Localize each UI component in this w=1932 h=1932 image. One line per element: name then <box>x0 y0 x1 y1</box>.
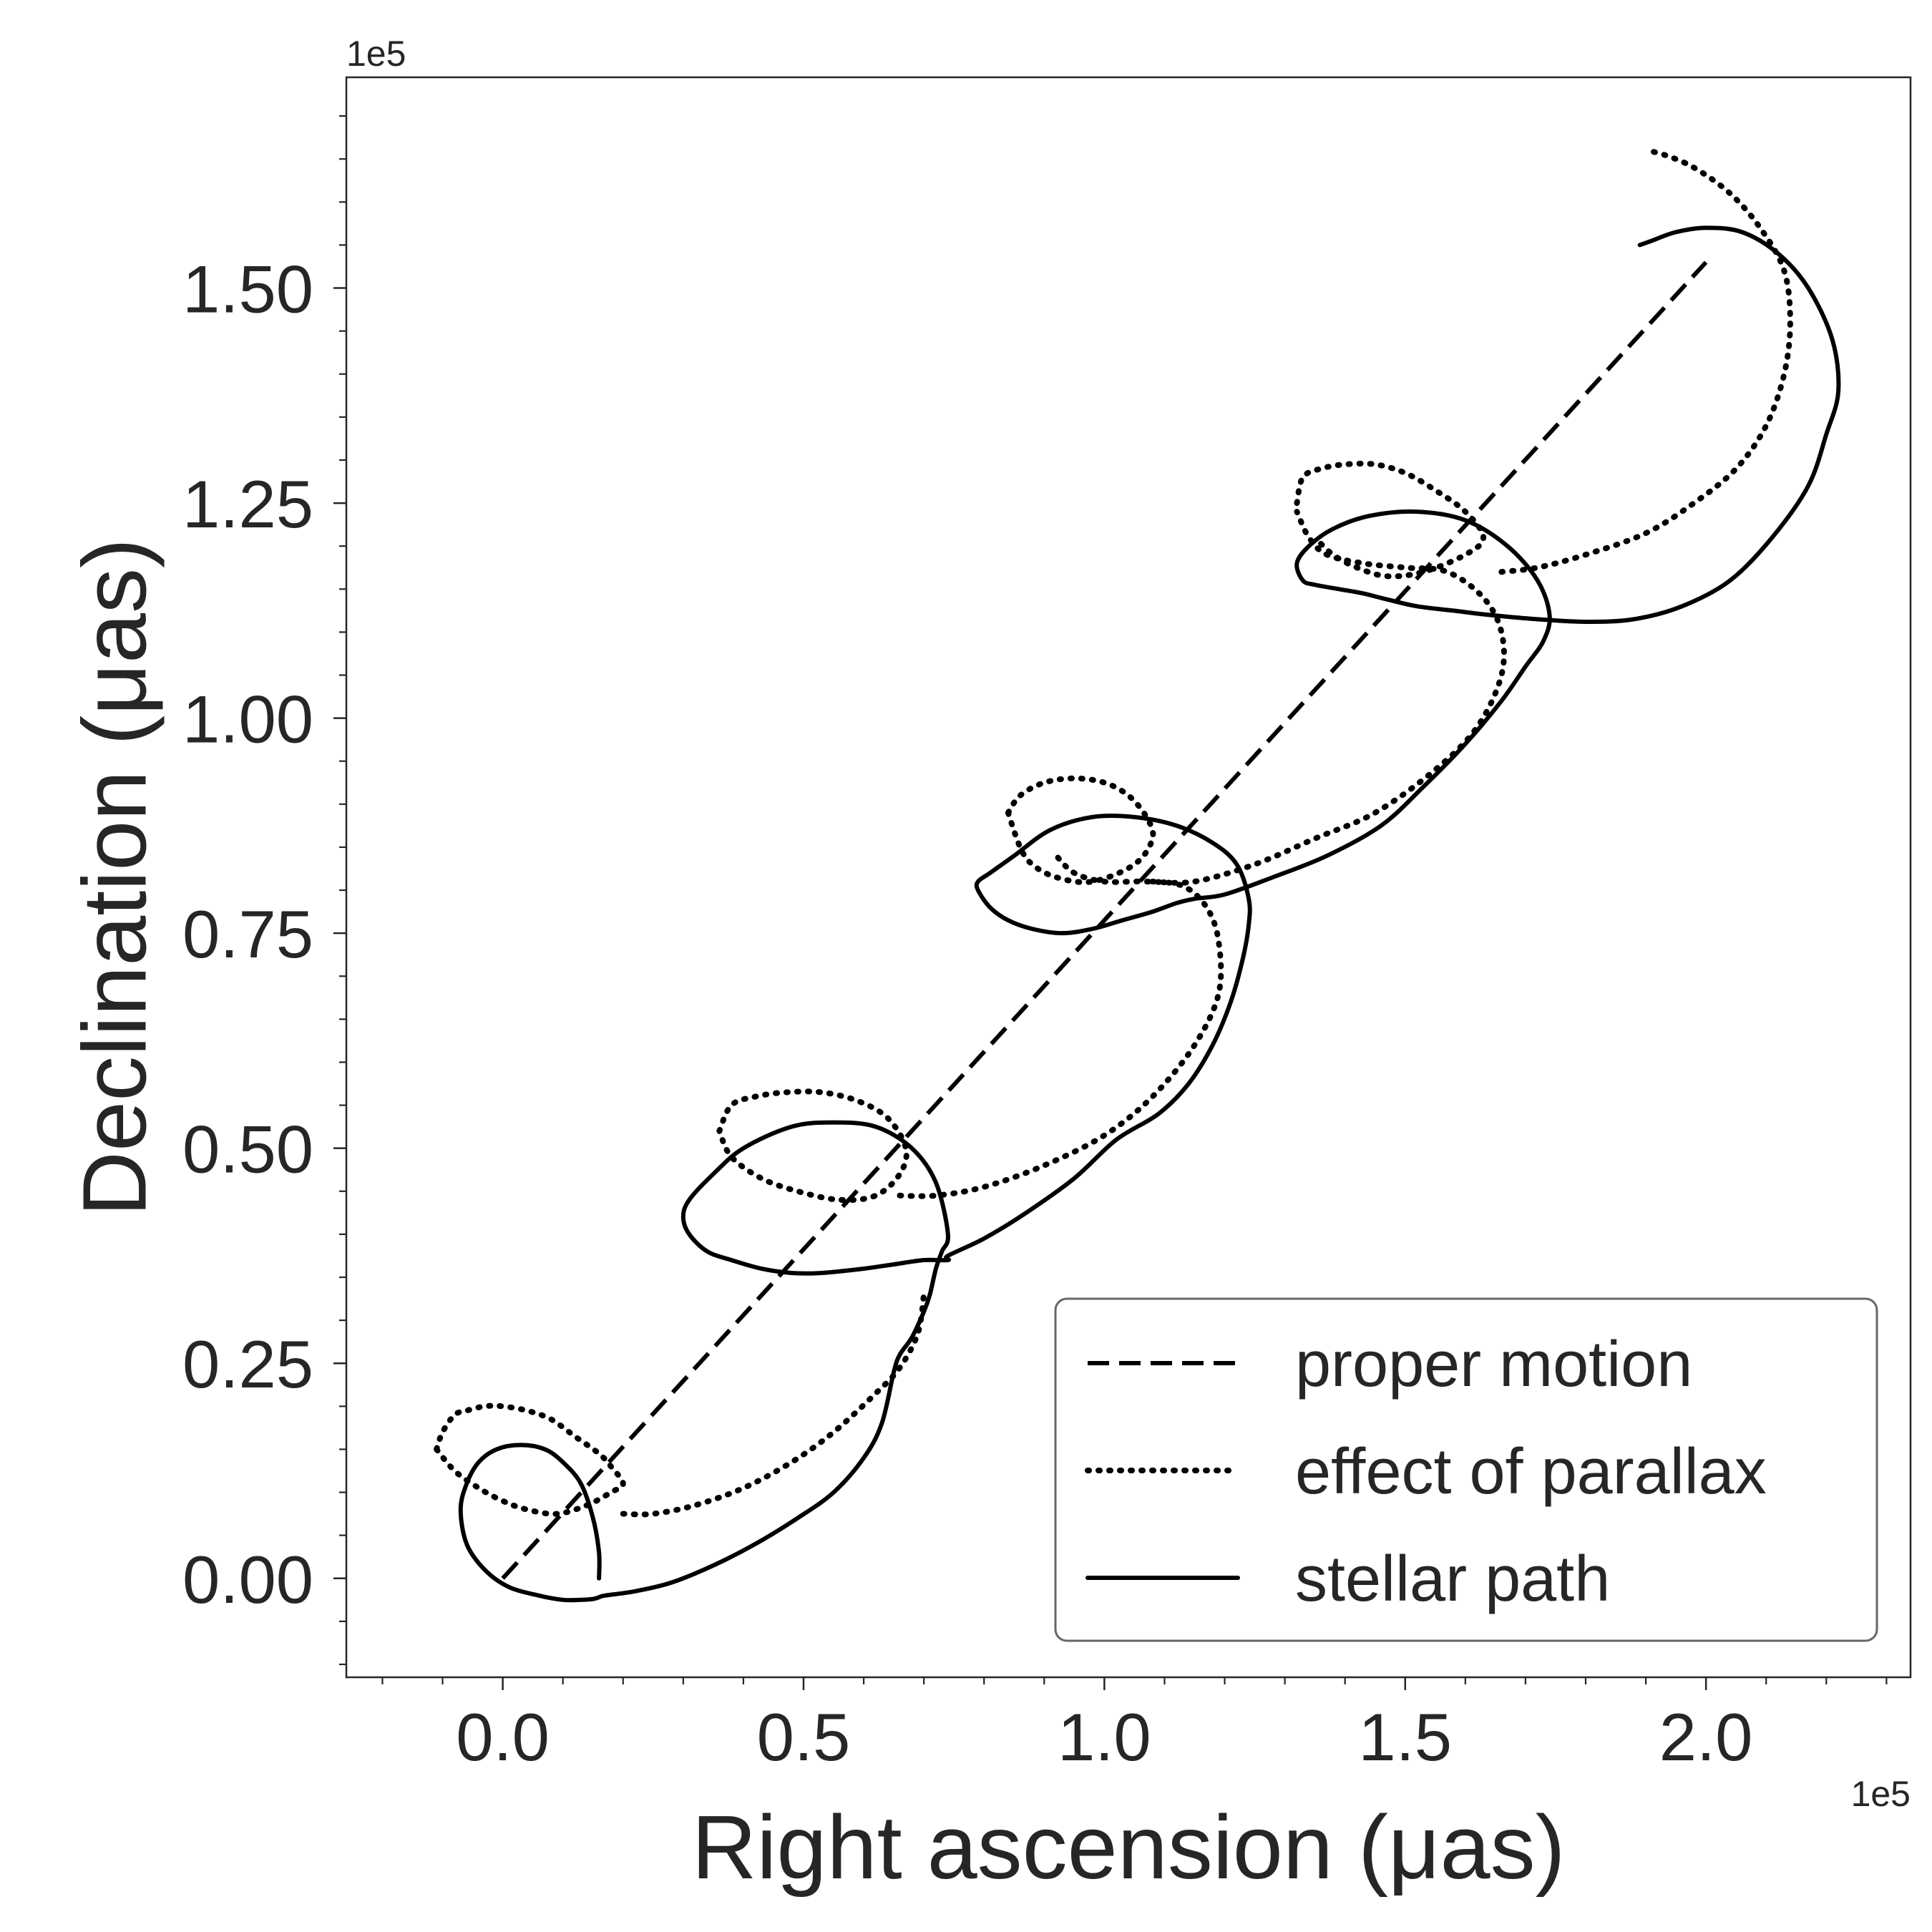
series-line-parallax-6 <box>1149 509 1507 886</box>
legend-label: stellar path <box>1295 1543 1610 1615</box>
series-line-parallax-4 <box>897 852 1224 1199</box>
x-axis-title: Right ascension (μas) <box>691 1797 1565 1898</box>
x-tick-label: 0.0 <box>456 1699 550 1775</box>
series-line-parallax-5 <box>1005 775 1156 885</box>
legend-entry: stellar path <box>1085 1543 1610 1615</box>
x-tick-label: 1.5 <box>1358 1699 1452 1775</box>
series-line-parallax-7 <box>1294 460 1487 580</box>
series-line-parallax-1 <box>434 1402 626 1517</box>
y-offset-label: 1e5 <box>346 34 406 74</box>
legend-label: proper motion <box>1295 1329 1692 1400</box>
series-line-parallax-2 <box>620 1292 927 1518</box>
y-tick-label: 0.00 <box>182 1542 313 1617</box>
y-tick-label: 0.25 <box>182 1327 313 1402</box>
series-line-parallax-8 <box>1498 147 1793 575</box>
y-tick-label: 1.50 <box>182 252 313 327</box>
plot-area <box>434 147 1841 1603</box>
x-tick-label: 0.5 <box>757 1699 851 1775</box>
x-tick-label: 1.0 <box>1058 1699 1151 1775</box>
y-tick-label: 1.25 <box>182 467 313 542</box>
series-line-proper-motion <box>501 260 1708 1580</box>
y-tick-label: 0.75 <box>182 897 313 972</box>
legend-entry: effect of parallax <box>1085 1436 1767 1508</box>
y-axis-title: Declination (μas) <box>64 538 165 1216</box>
y-tick-label: 0.50 <box>182 1112 313 1187</box>
legend-frame <box>1054 1297 1878 1642</box>
x-offset-label: 1e5 <box>1851 1774 1911 1814</box>
legend-entry: proper motion <box>1088 1329 1692 1400</box>
legend: proper motion effect of parallax stellar p… <box>1054 1297 1878 1642</box>
y-tick-label: 1.00 <box>182 682 313 757</box>
axes: 0.0 0.5 1.0 1.5 2.0 0.00 0.25 0.50 0.75 1.00 1.25 1… <box>182 76 1912 1775</box>
legend-label: effect of parallax <box>1295 1436 1767 1508</box>
x-tick-label: 2.0 <box>1659 1699 1753 1775</box>
series-line-stellar-path <box>458 225 1841 1603</box>
plot-frame <box>345 76 1912 1679</box>
series-line-parallax-3 <box>716 1088 909 1204</box>
